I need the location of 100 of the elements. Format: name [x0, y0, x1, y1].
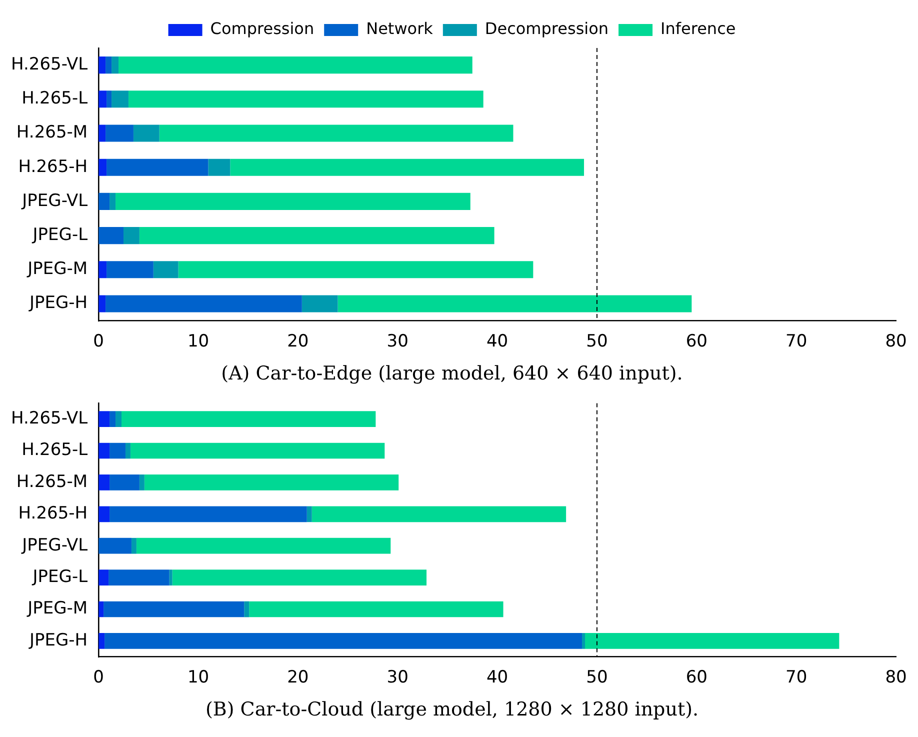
legend-label: Inference — [660, 19, 736, 38]
bar — [110, 442, 126, 459]
y-tick-label: H.265-H — [18, 504, 88, 524]
bar — [98, 474, 110, 490]
bar — [110, 411, 116, 427]
bar — [139, 474, 144, 490]
y-tick-label: H.265-L — [22, 440, 88, 460]
bar — [139, 227, 494, 244]
y-tick-label: H.265-M — [16, 122, 88, 143]
bar — [98, 158, 107, 176]
bar — [116, 411, 122, 427]
x-tick-label: 10 — [187, 331, 210, 352]
y-tick-label: JPEG-L — [32, 224, 88, 245]
bar — [159, 124, 514, 142]
bar — [306, 506, 312, 522]
bar — [230, 158, 584, 176]
y-tick-label: H.265-H — [18, 156, 88, 177]
x-tick-label: 10 — [187, 667, 210, 688]
bar — [98, 90, 107, 108]
bar — [136, 538, 391, 554]
x-tick-label: 50 — [586, 331, 608, 352]
bar — [122, 411, 376, 427]
bar — [302, 295, 338, 312]
bar — [106, 124, 134, 142]
y-tick-label: JPEG-M — [26, 598, 88, 619]
legend-label: Network — [366, 19, 434, 38]
bar — [118, 56, 472, 74]
x-tick-label: 70 — [786, 667, 808, 688]
bar — [98, 56, 106, 74]
x-tick-label: 50 — [586, 667, 608, 688]
bar — [131, 538, 136, 554]
bar — [169, 570, 172, 586]
bar — [312, 506, 566, 522]
bar — [128, 90, 484, 108]
bar — [178, 261, 534, 278]
x-tick-label: 30 — [386, 331, 408, 352]
x-tick-label: 0 — [93, 331, 104, 352]
y-tick-label: H.265-VL — [10, 54, 88, 74]
bar — [106, 56, 112, 74]
bar — [338, 295, 692, 312]
x-tick-label: 80 — [885, 667, 907, 688]
bar — [98, 538, 132, 554]
bar — [98, 192, 110, 210]
y-tick-label: JPEG-H — [28, 293, 88, 314]
bar — [98, 261, 107, 278]
bar — [249, 601, 504, 618]
bar — [98, 295, 106, 312]
bar — [98, 124, 106, 142]
x-tick-label: 20 — [287, 667, 309, 688]
bar — [110, 474, 140, 490]
bar — [110, 506, 307, 522]
bar — [172, 570, 427, 586]
bar — [104, 633, 582, 649]
bar — [106, 158, 208, 176]
x-tick-label: 40 — [486, 667, 508, 688]
x-tick-label: 70 — [786, 331, 808, 352]
bar — [208, 158, 230, 176]
y-tick-label: JPEG-L — [32, 566, 88, 587]
y-tick-label: H.265-L — [22, 88, 88, 109]
bar — [110, 192, 116, 210]
legend-label: Compression — [210, 19, 314, 38]
text: (B) Car-to-Cloud (large model, 1280 × 1280 input). — [205, 698, 699, 721]
x-tick-label: 20 — [287, 331, 309, 352]
y-tick-label: JPEG-H — [28, 630, 88, 650]
bar — [106, 90, 112, 108]
bar — [144, 474, 399, 490]
bar — [123, 227, 140, 244]
y-tick-label: H.265-M — [16, 472, 88, 492]
y-tick-label: H.265-VL — [10, 408, 88, 428]
bar — [112, 90, 128, 108]
y-tick-label: JPEG-VL — [21, 190, 88, 211]
x-tick-label: 30 — [386, 667, 408, 688]
bar — [116, 192, 470, 210]
x-tick-label: 60 — [686, 667, 708, 688]
x-tick-label: 40 — [486, 331, 508, 352]
bar — [98, 442, 110, 459]
x-tick-label: 0 — [93, 667, 104, 688]
y-tick-label: JPEG-M — [26, 259, 88, 280]
bar — [125, 442, 130, 459]
x-tick-label: 60 — [686, 331, 708, 352]
bar — [108, 570, 170, 586]
bar — [98, 570, 109, 586]
bar — [244, 601, 250, 618]
bar — [106, 261, 154, 278]
bar — [582, 633, 586, 649]
bar — [98, 411, 110, 427]
bar — [104, 601, 244, 618]
bar — [106, 295, 302, 312]
bar — [98, 227, 124, 244]
bar — [98, 633, 105, 649]
x-tick-label: 80 — [885, 331, 907, 352]
bar — [133, 124, 160, 142]
y-tick-label: JPEG-VL — [21, 535, 88, 556]
bar — [153, 261, 178, 278]
bar — [112, 56, 119, 74]
bar — [585, 633, 840, 649]
bar — [130, 442, 385, 459]
legend-label: Decompression — [484, 19, 609, 38]
bar — [98, 506, 110, 522]
text: (A) Car-to-Edge (large model, 640 × 640 input). — [221, 362, 683, 385]
